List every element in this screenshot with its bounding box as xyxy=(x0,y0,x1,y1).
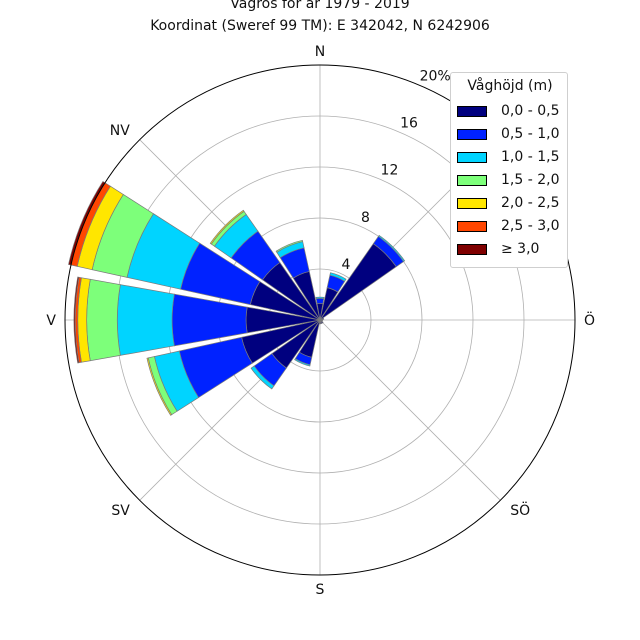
direction-label-Ö: Ö xyxy=(584,311,595,329)
legend-swatch xyxy=(457,129,487,140)
wedge-45-bin-2 xyxy=(377,234,406,263)
legend-swatch xyxy=(457,244,487,255)
chart-subtitle: Koordinat (Sweref 99 TM): E 342042, N 62… xyxy=(150,18,490,34)
legend-item-1: 0,5 - 1,0 xyxy=(457,126,567,146)
polar-frame xyxy=(64,64,576,576)
wedge-247.5-bin-4 xyxy=(146,357,173,416)
direction-label-NV: NV xyxy=(110,123,130,139)
legend-item-3: 1,5 - 2,0 xyxy=(457,172,567,192)
legend-swatch xyxy=(457,198,487,209)
wedge-337.5-bin-3 xyxy=(275,239,304,253)
legend-title: Våghöjd (m) xyxy=(467,78,553,94)
legend-label: 0,0 - 0,5 xyxy=(501,103,560,119)
legend-swatch xyxy=(457,106,487,117)
wedge-0-bin-1 xyxy=(315,297,325,305)
radial-tick-label: 12 xyxy=(381,163,399,179)
wedge-0-bin-2 xyxy=(315,296,325,300)
angular-gridline xyxy=(319,319,501,501)
direction-label-S: S xyxy=(316,582,325,598)
legend-item-0: 0,0 - 0,5 xyxy=(457,103,567,123)
legend-label: ≥ 3,0 xyxy=(501,241,540,257)
wedge-225-bin-2 xyxy=(250,365,275,390)
wedge-270-bin-3 xyxy=(86,278,121,362)
legend-item-2: 1,0 - 1,5 xyxy=(457,149,567,169)
radial-tick-label: 4 xyxy=(342,257,351,273)
wedge-202.5-bin-2 xyxy=(294,358,311,367)
legend-item-4: 2,0 - 2,5 xyxy=(457,195,567,215)
chart-title: Vågros för år 1979 - 2019 xyxy=(230,0,410,12)
radial-tick-label: 8 xyxy=(361,210,370,226)
direction-label-N: N xyxy=(315,44,325,60)
wedge-270-bin-1 xyxy=(171,293,248,347)
legend-label: 2,5 - 3,0 xyxy=(501,218,560,234)
legend-swatch xyxy=(457,152,487,163)
direction-label-V: V xyxy=(46,313,56,329)
direction-label-SÖ: SÖ xyxy=(510,501,530,519)
legend-label: 0,5 - 1,0 xyxy=(501,126,560,142)
wedge-315-bin-4 xyxy=(209,209,245,245)
legend-item-5: 2,5 - 3,0 xyxy=(457,218,567,238)
legend-label: 1,5 - 2,0 xyxy=(501,172,560,188)
radial-tick-label: 16 xyxy=(400,116,418,132)
legend-swatch xyxy=(457,175,487,186)
wedge-22.5-bin-2 xyxy=(329,272,347,282)
wedge-270-bin-6 xyxy=(73,276,80,364)
legend-swatch xyxy=(457,221,487,232)
legend: Våghöjd (m) 0,0 - 0,5 0,5 - 1,0 1,0 - 1,… xyxy=(450,72,568,268)
wedge-270-bin-2 xyxy=(116,284,175,356)
legend-item-6: ≥ 3,0 xyxy=(457,241,567,261)
legend-label: 2,0 - 2,5 xyxy=(501,195,560,211)
radial-tick-label: 20% xyxy=(420,68,451,84)
direction-label-SV: SV xyxy=(111,503,130,519)
legend-label: 1,0 - 1,5 xyxy=(501,149,560,165)
